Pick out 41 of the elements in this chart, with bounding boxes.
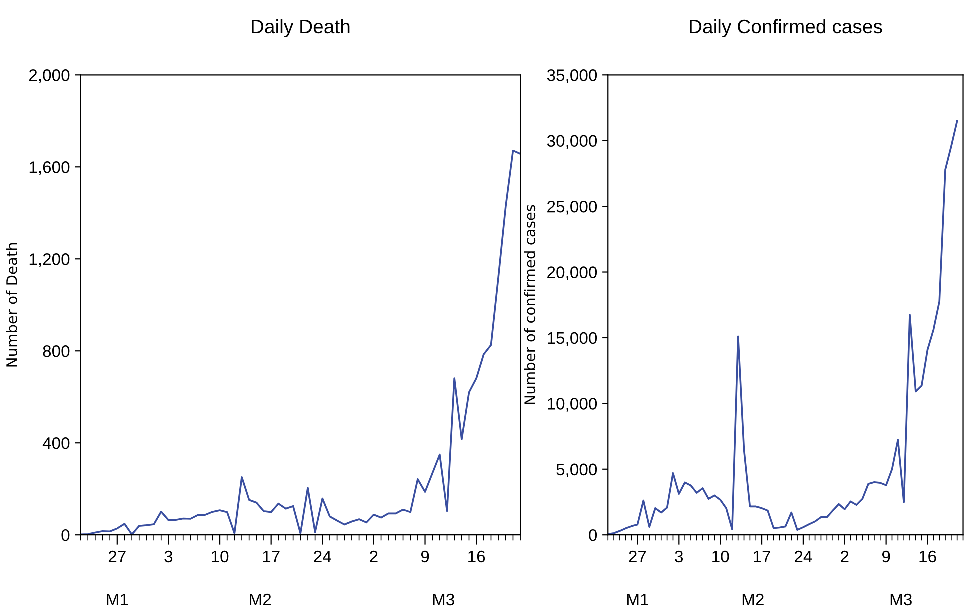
y-tick-label: 800 [43,346,70,358]
x-tick-label: 10 [712,550,730,563]
text: M3 [890,594,912,606]
y-tick-label: 20,000 [548,266,598,280]
x-tick-label: 2 [841,550,849,562]
text: M1 [107,594,128,606]
y-axis-title: Number of confirmed cases [524,205,536,404]
x-tick-label: 2 [370,550,378,562]
y-tick-label: 400 [42,438,70,450]
y-tick-label: 0 [62,530,70,542]
y-tick-label: 30,000 [547,135,598,150]
y-axis-title: Number of Death [6,243,18,367]
x-tick-label: 27 [108,550,126,562]
x-tick-label: 3 [164,550,173,563]
y-tick-label: 0 [589,530,598,542]
x-tick-label: 16 [468,550,486,563]
y-tick-label: 1,600 [30,162,70,176]
text: M2 [742,594,764,606]
y-tick-label: 1,200 [30,254,70,268]
y-tick-label: 5,000 [556,464,598,478]
x-tick-label: 16 [920,550,936,563]
y-tick-label: 10,000 [548,398,598,412]
line-series [608,120,958,536]
x-tick-label: 10 [212,550,229,563]
x-tick-label: 27 [629,550,646,562]
x-tick-label: 24 [314,550,332,562]
y-tick-label: 2,000 [29,70,70,84]
text: M3 [433,594,454,606]
chart-title: Daily Confirmed cases [690,19,882,38]
y-tick-label: 15,000 [548,332,598,346]
chart-title: Daily Death [252,19,350,38]
y-tick-label: 35,000 [547,70,598,84]
x-tick-label: 17 [754,550,770,562]
x-tick-label: 3 [675,550,684,563]
x-tick-label: 9 [882,550,890,563]
text: M1 [628,594,648,606]
text: M2 [250,594,272,606]
x-tick-label: 9 [421,550,430,563]
x-tick-label: 24 [795,550,812,562]
y-tick-label: 25,000 [548,200,598,215]
x-tick-label: 17 [263,550,280,562]
